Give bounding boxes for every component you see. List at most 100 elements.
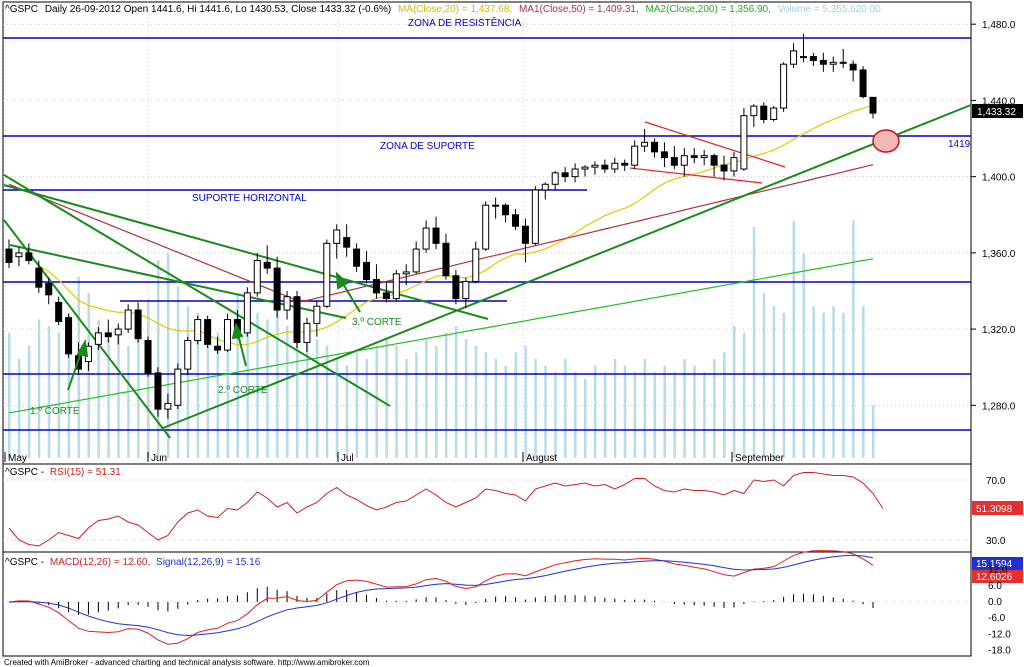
volume-bar bbox=[196, 312, 200, 458]
volume-bar bbox=[623, 365, 627, 458]
volume-bar bbox=[772, 306, 776, 458]
volume-bar bbox=[484, 352, 488, 458]
candle-body bbox=[690, 155, 698, 159]
volume-bar bbox=[464, 339, 468, 458]
candle-body bbox=[799, 56, 807, 59]
volume-bar bbox=[474, 345, 478, 458]
volume-bar bbox=[613, 359, 617, 458]
rsi-line bbox=[8, 472, 884, 547]
candle-body bbox=[531, 189, 539, 244]
price-tick-label: 1,440.0 bbox=[982, 96, 1016, 107]
volume-bar bbox=[166, 253, 170, 458]
volume-bar bbox=[782, 312, 786, 458]
volume-bar bbox=[762, 293, 766, 458]
volume-bar bbox=[107, 339, 110, 458]
candle-body bbox=[94, 332, 102, 345]
candle-body bbox=[204, 319, 212, 345]
volume-bar bbox=[633, 372, 637, 458]
candle-body bbox=[303, 322, 311, 343]
macd-signal-line bbox=[8, 554, 874, 637]
candle-body bbox=[223, 319, 231, 351]
svg-text:^GSPC - RSI(15) = 51.31: ^GSPC - RSI(15) = 51.31 bbox=[5, 467, 121, 478]
header-ticker: ^GSPC bbox=[5, 4, 38, 15]
volume-bar bbox=[395, 345, 398, 458]
macd-title-signal: Signal(12,26,9) = 15.16 bbox=[156, 557, 261, 568]
volume-bar bbox=[603, 372, 607, 458]
candle-body bbox=[382, 292, 390, 300]
rsi-tick-30: 30.0 bbox=[986, 536, 1006, 547]
candle-body bbox=[511, 214, 519, 227]
candle-body bbox=[323, 242, 331, 307]
volume-bar bbox=[703, 372, 706, 458]
candle-body bbox=[353, 248, 361, 267]
candle-body bbox=[680, 155, 688, 166]
candle-body bbox=[313, 305, 321, 324]
volume-bar bbox=[27, 345, 31, 458]
volume-bar bbox=[494, 359, 498, 458]
header-volume: Volume = 5,355,620.00 bbox=[778, 4, 882, 15]
volume-bar bbox=[325, 345, 329, 458]
macd-title-ticker: ^GSPC - bbox=[5, 557, 44, 568]
volume-bar bbox=[554, 372, 557, 458]
macd-series bbox=[3, 550, 971, 645]
volume-bar bbox=[444, 332, 448, 458]
volume-bar bbox=[504, 365, 508, 458]
candle-body bbox=[541, 183, 549, 191]
candle-body bbox=[591, 164, 599, 168]
trend-line bbox=[3, 174, 391, 407]
volume-bar bbox=[355, 352, 359, 458]
volume-bar bbox=[822, 312, 825, 458]
volume-bar bbox=[156, 260, 160, 458]
candle-body bbox=[670, 157, 678, 166]
macd-tick-label: 0.0 bbox=[988, 597, 1002, 608]
month-label: Jun bbox=[151, 453, 167, 464]
macd-tick-label: -12.0 bbox=[988, 629, 1011, 640]
rsi-title-value: RSI(15) = 51.31 bbox=[50, 467, 121, 478]
footer-credit: Created with AmiBroker - advanced charti… bbox=[4, 658, 370, 667]
candle-body bbox=[144, 340, 152, 374]
candle-body bbox=[134, 309, 142, 340]
volume-bar bbox=[792, 220, 796, 458]
candle-body bbox=[581, 166, 589, 170]
candle-body bbox=[15, 252, 23, 258]
svg-text:^GSPC Daily 26-09-2012 Ope: ^GSPC Daily 26-09-2012 Open 1441.6, Hi 1… bbox=[5, 4, 881, 15]
touch-circle-marker bbox=[872, 129, 900, 153]
volume-bar bbox=[286, 326, 289, 458]
macd-tick-label: 6.0 bbox=[988, 581, 1002, 592]
cut-arrows bbox=[67, 271, 361, 391]
candle-body bbox=[790, 50, 798, 65]
volume-bar bbox=[226, 319, 229, 458]
volume-bar bbox=[723, 352, 726, 458]
volume-bar bbox=[802, 253, 805, 458]
volume-bar bbox=[216, 332, 220, 458]
volume-bar bbox=[713, 359, 716, 458]
volume-bar bbox=[87, 293, 90, 458]
volume-bar bbox=[296, 319, 299, 458]
macd-tick-label: 12.0 bbox=[988, 565, 1008, 576]
volume-bar bbox=[454, 326, 458, 458]
macd-title-macd: MACD(12,26) = 12.60, bbox=[50, 557, 150, 568]
candle-body bbox=[343, 237, 351, 248]
month-label: September bbox=[735, 453, 785, 464]
candle-body bbox=[561, 172, 569, 178]
volume-bar bbox=[186, 306, 190, 458]
volume-bar bbox=[206, 326, 210, 458]
header-info: Daily 26-09-2012 Open 1441.6, Hi 1441.6,… bbox=[45, 4, 391, 15]
volume-bar bbox=[732, 326, 736, 458]
volume-bar bbox=[862, 306, 865, 458]
header-ma20: MA(Close,20) = 1,437.68, bbox=[398, 4, 512, 15]
candle-body bbox=[521, 225, 529, 244]
candle-body bbox=[104, 332, 112, 338]
candle-body bbox=[452, 275, 460, 300]
candle-body bbox=[502, 204, 510, 216]
price-tick-label: 1,280.0 bbox=[982, 401, 1016, 412]
svg-text:12.6026: 12.6026 bbox=[976, 572, 1013, 583]
candle-body bbox=[740, 115, 748, 170]
trend-line bbox=[162, 104, 972, 429]
candle-body bbox=[720, 164, 728, 172]
volume-bar bbox=[246, 299, 249, 458]
volume-bar bbox=[415, 352, 418, 458]
header-ma200: MA2(Close,200) = 1,356.90, bbox=[646, 4, 771, 15]
svg-text:15.1594: 15.1594 bbox=[976, 559, 1013, 570]
